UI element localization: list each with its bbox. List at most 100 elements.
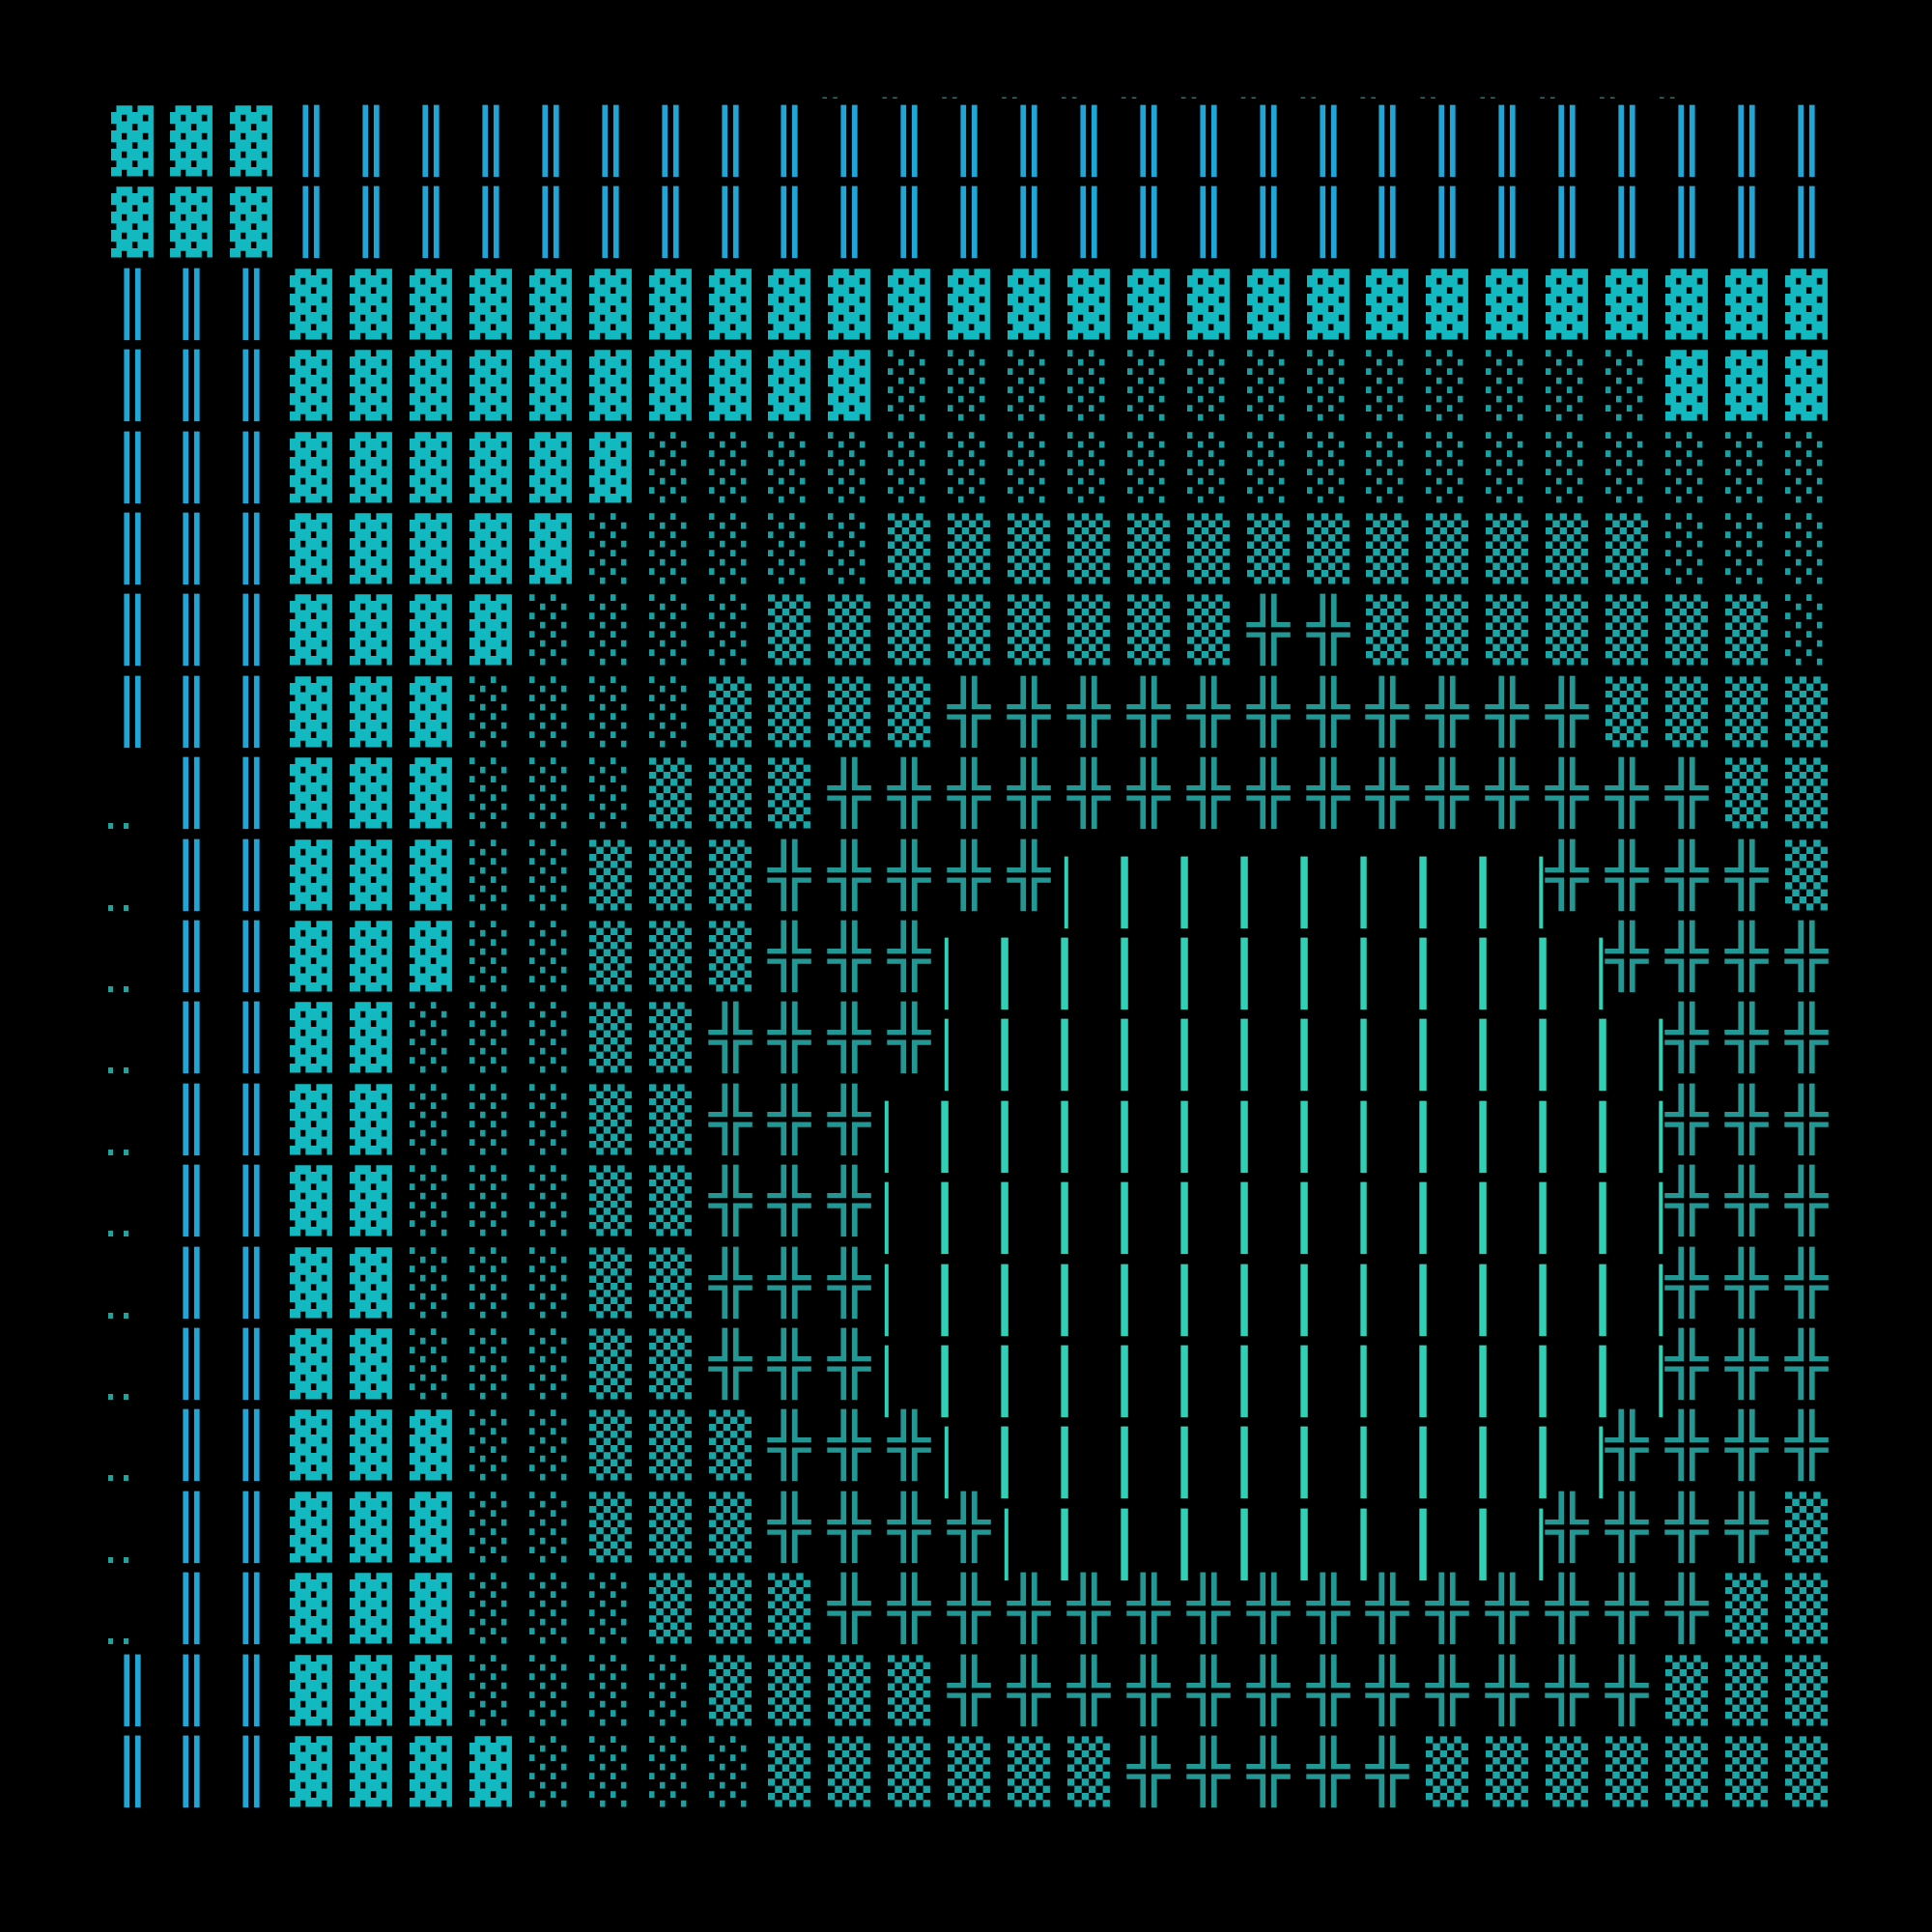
double-vertical-glyph: ║ — [230, 596, 273, 667]
glyph-cell-medium-shade: ▒ — [1776, 1732, 1836, 1813]
glyph-cell-dense-shade: ▓ — [281, 590, 341, 671]
glyph-cell-light-shade: ░ — [1597, 346, 1657, 427]
glyph-cell-double-cross: ╬ — [1717, 998, 1776, 1079]
glyph-cell-dense-shade: ▓ — [700, 265, 760, 346]
glyph-cell-double-cross: ╬ — [1298, 753, 1358, 835]
dense-shade-glyph: ▓ — [410, 840, 452, 911]
medium-shade-glyph: ▒ — [708, 758, 752, 830]
medium-shade-glyph: ▒ — [708, 1411, 752, 1482]
light-shade-glyph: ░ — [1664, 433, 1708, 503]
glyph-cell-double-vertical: ║ — [161, 346, 221, 427]
glyph-cell-edge-bars: ▏▕ — [1357, 836, 1424, 928]
glyph-cell-double-vertical: ║ — [161, 1651, 221, 1732]
glyph-cell-double-cross: ╬ — [1657, 753, 1717, 835]
medium-shade-glyph: ▒ — [648, 1004, 692, 1074]
glyph-cell-double-cross: ╬ — [819, 1324, 879, 1406]
glyph-cell-medium-shade: ▒ — [581, 1324, 640, 1406]
glyph-cell-medium-shade: ▒ — [939, 1732, 999, 1813]
light-shade-glyph: ░ — [1126, 351, 1170, 422]
glyph-cell-light-shade: ░ — [819, 428, 879, 509]
light-shade-glyph: ░ — [1784, 433, 1828, 503]
glyph-cell-double-cross: ╬ — [1776, 917, 1836, 998]
dense-shade-glyph: ▓ — [290, 677, 333, 749]
glyph-cell-double-vertical: ║ — [221, 509, 281, 590]
medium-shade-glyph: ▒ — [648, 1574, 692, 1645]
double-cross-glyph: ╬ — [1306, 1656, 1350, 1726]
dense-shade-glyph: ▓ — [1784, 351, 1828, 422]
double-vertical-glyph: ║ — [1186, 106, 1230, 178]
double-vertical-glyph: ║ — [230, 1004, 273, 1074]
faint-dashes-mark: ‐‐ — [939, 87, 960, 107]
dense-shade-glyph: ▓ — [528, 514, 572, 585]
double-cross-glyph: ╬ — [1306, 1574, 1350, 1645]
glyph-cell-light-shade: ░ — [1537, 346, 1597, 427]
glyph-cell-light-shade: ░ — [879, 428, 939, 509]
glyph-cell-double-cross: ╬ — [1119, 672, 1179, 753]
glyph-cell-light-shade: ░ — [401, 1080, 461, 1161]
dense-shade-glyph: ▓ — [888, 270, 931, 341]
dense-shade-glyph: ▓ — [1008, 270, 1050, 341]
glyph-cell-double-vertical: ║ — [1477, 101, 1537, 183]
light-shade-glyph: ░ — [948, 351, 991, 422]
medium-shade-glyph: ▒ — [588, 1411, 632, 1482]
glyph-cell-double-vertical: ║ — [221, 1161, 281, 1242]
glyph-cell-double-vertical: ║ — [161, 998, 221, 1079]
double-cross-glyph: ╬ — [1784, 1329, 1828, 1401]
dense-shade-glyph: ▓ — [290, 1492, 333, 1564]
light-shade-glyph: ░ — [1246, 351, 1290, 422]
glyph-cell-medium-shade: ▒ — [700, 753, 760, 835]
double-vertical-glyph: ║ — [230, 1737, 273, 1808]
glyph-cell-light-shade: ░ — [461, 1243, 521, 1324]
light-shade-glyph: ░ — [528, 1737, 572, 1808]
glyph-cell-two-dots: ‥ — [102, 998, 162, 1085]
dense-shade-glyph: ▓ — [290, 351, 333, 422]
glyph-cell-double-vertical: ║ — [102, 1732, 162, 1813]
glyph-cell-double-cross: ╬ — [1717, 1406, 1776, 1487]
glyph-cell-medium-shade: ▒ — [640, 1243, 700, 1324]
medium-shade-glyph: ▒ — [1664, 677, 1708, 749]
dense-shade-glyph: ▓ — [230, 106, 273, 178]
glyph-cell-dense-shade: ▓ — [999, 265, 1059, 346]
glyph-cell-medium-shade: ▒ — [1776, 753, 1836, 835]
dense-shade-glyph: ▓ — [410, 1411, 452, 1482]
dense-shade-glyph: ▓ — [588, 270, 632, 341]
glyph-cell-double-cross: ╬ — [819, 998, 879, 1079]
double-cross-glyph: ╬ — [768, 840, 811, 911]
glyph-cell-dense-shade: ▓ — [341, 1080, 401, 1161]
faint-dashes-mark: ‐‐ — [1237, 87, 1260, 107]
double-cross-glyph: ╬ — [828, 1574, 871, 1645]
double-cross-glyph: ╬ — [768, 1166, 811, 1237]
glyph-cell-light-shade: ░ — [581, 1732, 640, 1813]
glyph-cell-double-vertical: ║ — [221, 1406, 281, 1487]
glyph-cell-dense-shade: ▓ — [341, 917, 401, 998]
glyph-cell-medium-shade: ▒ — [581, 1243, 640, 1324]
glyph-cell-dense-shade: ▓ — [700, 346, 760, 427]
light-shade-glyph: ░ — [1066, 433, 1110, 503]
double-cross-glyph: ╬ — [1724, 1085, 1768, 1156]
dense-shade-glyph: ▓ — [410, 677, 452, 749]
double-cross-glyph: ╬ — [1605, 1574, 1648, 1645]
glyph-cell-light-shade: ░ — [700, 509, 760, 590]
glyph-cell-double-vertical: ║ — [161, 1569, 221, 1650]
glyph-cell-double-cross: ╬ — [1537, 672, 1597, 753]
glyph-cell-light-shade: ░ — [1776, 509, 1836, 590]
glyph-cell-light-shade: ░ — [521, 1161, 581, 1242]
glyph-cell-medium-shade: ▒ — [1417, 590, 1477, 671]
glyph-cell-double-vertical: ║ — [1477, 183, 1537, 264]
dense-shade-glyph: ▓ — [1126, 270, 1170, 341]
medium-shade-glyph: ▒ — [648, 1329, 692, 1401]
medium-shade-glyph: ▒ — [648, 1492, 692, 1564]
glyph-cell-dense-shade: ▓ — [341, 590, 401, 671]
double-vertical-glyph: ║ — [230, 1411, 273, 1482]
glyph-cell-double-cross: ╬ — [1357, 1569, 1417, 1650]
glyph-cell-double-cross: ╬ — [819, 1161, 879, 1242]
light-shade-glyph: ░ — [528, 922, 572, 993]
glyph-cell-double-vertical: ║ — [879, 101, 939, 183]
double-cross-glyph: ╬ — [1426, 1656, 1469, 1726]
glyph-cell-double-cross: ╬ — [1597, 1406, 1657, 1487]
glyph-cell-edge-bars: ▏▕ — [939, 1324, 1005, 1418]
light-shade-glyph: ░ — [588, 1574, 632, 1645]
light-shade-glyph: ░ — [588, 596, 632, 667]
double-vertical-glyph: ║ — [1306, 188, 1350, 259]
glyph-cell-medium-shade: ▒ — [1776, 1569, 1836, 1650]
